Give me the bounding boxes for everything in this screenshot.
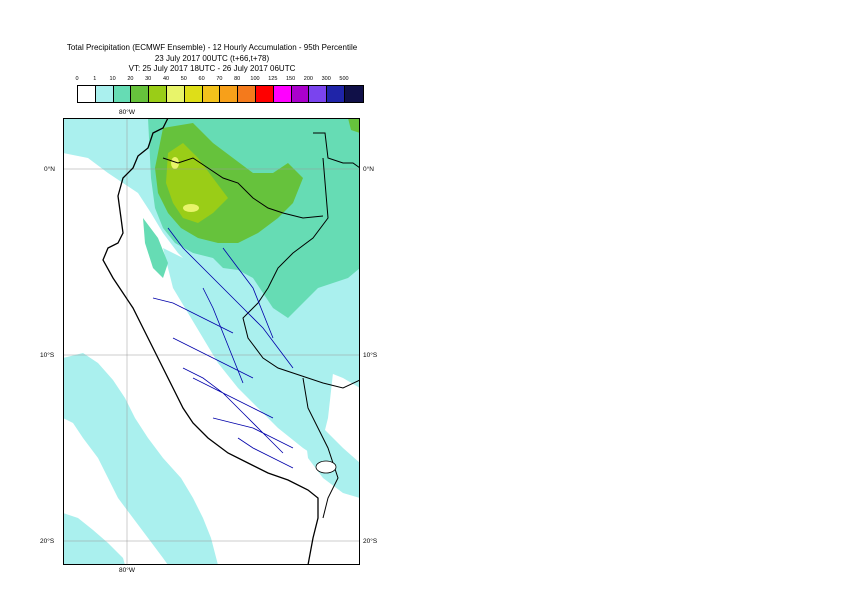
legend-swatch xyxy=(78,86,96,102)
country-border-north-east xyxy=(313,132,360,169)
legend-swatch xyxy=(220,86,239,102)
legend-swatch xyxy=(95,86,114,102)
title-block: Total Precipitation (ECMWF Ensemble) - 1… xyxy=(0,43,424,75)
country-border-east xyxy=(242,157,360,389)
country-border-colombia-ecuador xyxy=(162,157,324,219)
legend-level-label: 300 xyxy=(321,76,331,82)
precip-light-inland xyxy=(163,248,333,458)
legend-level-label: 500 xyxy=(339,76,349,82)
title-line-1: Total Precipitation (ECMWF Ensemble) - 1… xyxy=(66,43,358,52)
title-line-3: VT: 25 July 2017 18UTC - 26 July 2017 06… xyxy=(128,64,296,73)
map-panel: 80°W 80°W 0°N 0°N 10°S 10°S 20°S 20°S xyxy=(40,109,377,574)
legend-swatch xyxy=(291,86,310,102)
lon-label-top: 80°W xyxy=(119,109,135,116)
precip-yellowgreen-core xyxy=(166,143,228,223)
regional-boundaries xyxy=(152,227,294,469)
legend-level-label: 80 xyxy=(234,76,241,82)
legend-swatch xyxy=(238,86,256,102)
country-border-bolivia xyxy=(302,377,339,519)
legend-level-label: 125 xyxy=(268,76,278,82)
precip-light-south-ocean-3 xyxy=(63,513,125,565)
legend-level-label: 0 xyxy=(75,76,79,82)
lake-titicaca xyxy=(315,460,337,474)
legend-swatch xyxy=(202,86,221,102)
legend-swatch xyxy=(113,86,132,102)
precip-green-strip-north xyxy=(348,118,360,133)
legend-level-label: 150 xyxy=(286,76,296,82)
land-dry-coast xyxy=(105,238,328,565)
lat-label-left-20s: 20°S xyxy=(40,538,55,545)
legend-swatch xyxy=(166,86,185,102)
legend-swatch xyxy=(184,86,203,102)
legend-bar xyxy=(77,85,364,103)
legend-level-label: 1 xyxy=(93,76,97,82)
lat-label-right-10s: 10°S xyxy=(363,352,378,359)
lat-label-right-0: 0°N xyxy=(363,166,374,173)
legend-level-label: 100 xyxy=(250,76,260,82)
legend-level-label: 70 xyxy=(216,76,223,82)
lat-label-left-0: 0°N xyxy=(44,166,55,173)
legend-level-label: 10 xyxy=(109,76,116,82)
legend-swatch xyxy=(149,86,167,102)
legend-level-label: 20 xyxy=(127,76,134,82)
legend-level-label: 60 xyxy=(198,76,205,82)
lat-label-left-10s: 10°S xyxy=(40,352,55,359)
coastline-and-border xyxy=(102,118,319,565)
legend-labels: 0 1 10 20 30 40 50 60 70 80 100 125 150 200 300 500 xyxy=(75,76,349,85)
legend-level-label: 200 xyxy=(303,76,313,82)
title-line-2: 23 July 2017 00UTC (t+66,t+78) xyxy=(154,53,270,63)
legend-level-label: 30 xyxy=(145,76,152,82)
precip-medium-west-strip xyxy=(143,218,168,278)
grid-lines xyxy=(63,118,360,565)
legend-swatch xyxy=(344,86,363,102)
legend-swatch xyxy=(309,86,328,102)
legend-swatch xyxy=(131,86,150,102)
legend-swatch xyxy=(273,86,292,102)
legend-swatch xyxy=(255,86,274,102)
legend-level-label: 40 xyxy=(162,76,170,82)
map-frame xyxy=(63,118,360,565)
precip-yellow-spot-1 xyxy=(183,204,199,212)
legend-swatch xyxy=(327,86,345,102)
lon-label-bottom: 80°W xyxy=(119,567,135,574)
map-svg xyxy=(63,118,360,565)
precip-yellow-spot-2 xyxy=(171,157,179,169)
legend-level-label: 50 xyxy=(180,76,187,82)
lat-label-right-20s: 20°S xyxy=(363,538,378,545)
color-legend: 0 1 10 20 30 40 50 60 70 80 100 125 150 200 300 500 xyxy=(75,76,364,103)
